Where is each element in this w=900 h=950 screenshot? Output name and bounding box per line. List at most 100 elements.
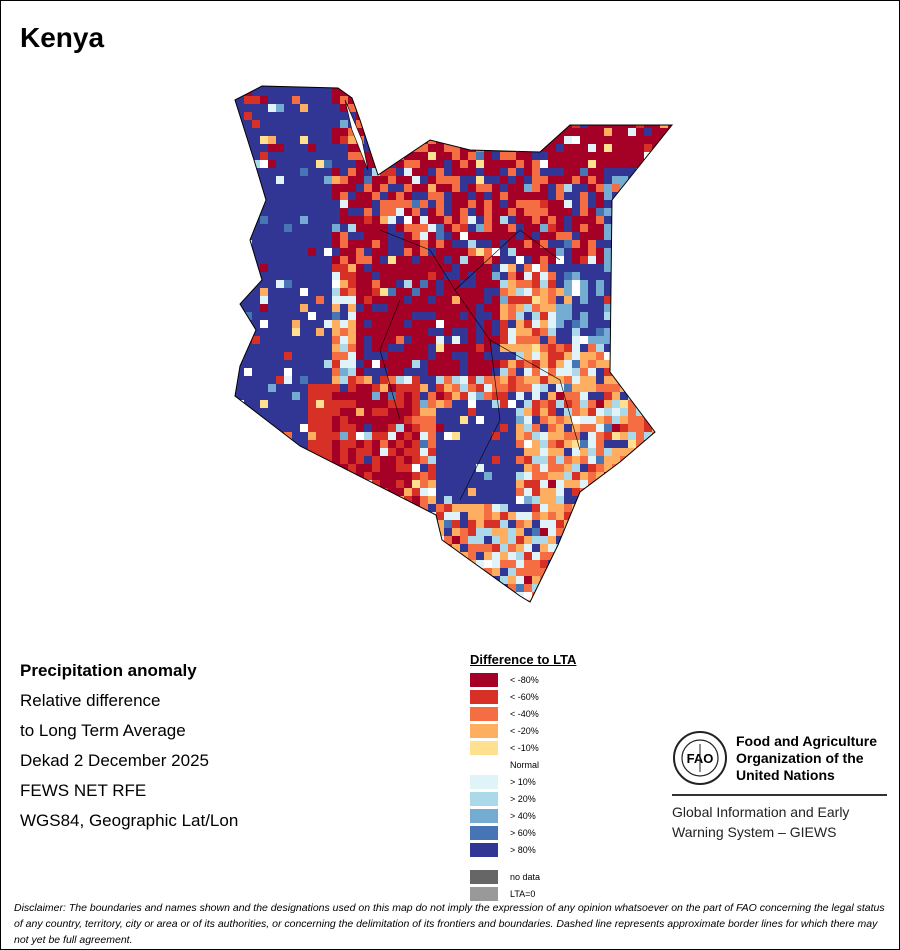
raster-cell (612, 296, 620, 304)
raster-cell (500, 272, 508, 280)
raster-cell (380, 384, 388, 392)
raster-cell (460, 368, 468, 376)
raster-cell (252, 192, 260, 200)
raster-cell (524, 592, 532, 600)
raster-cell (404, 304, 412, 312)
raster-cell (452, 488, 460, 496)
raster-cell (300, 232, 308, 240)
fao-block: FAO Food and Agriculture Organization of… (672, 730, 887, 842)
raster-cell (668, 560, 672, 568)
raster-cell (532, 432, 540, 440)
raster-cell (332, 128, 340, 136)
raster-cell (316, 600, 324, 602)
raster-cell (636, 608, 644, 616)
raster-cell (548, 384, 556, 392)
raster-cell (596, 112, 604, 120)
raster-cell (420, 104, 428, 112)
raster-cell (284, 504, 292, 512)
raster-cell (636, 216, 644, 224)
raster-cell (284, 464, 292, 472)
raster-cell (332, 272, 340, 280)
raster-cell (300, 320, 308, 328)
raster-cell (348, 408, 356, 416)
raster-cell (404, 248, 412, 256)
raster-cell (572, 512, 580, 520)
raster-cell (660, 344, 668, 352)
raster-cell (324, 184, 332, 192)
legend-swatch (470, 723, 498, 738)
raster-cell (372, 504, 380, 512)
raster-cell (676, 560, 684, 568)
raster-cell (508, 184, 516, 192)
raster-cell (260, 368, 268, 376)
raster-cell (235, 104, 236, 112)
raster-cell (660, 576, 668, 584)
raster-cell (620, 368, 628, 376)
raster-cell (596, 272, 604, 280)
raster-cell (660, 248, 668, 256)
raster-cell (244, 104, 252, 112)
raster-cell (604, 376, 612, 384)
raster-cell (468, 128, 476, 136)
raster-cell (404, 224, 412, 232)
raster-cell (532, 392, 540, 400)
raster-cell (508, 152, 516, 160)
raster-cell (644, 352, 652, 360)
raster-cell (235, 472, 236, 480)
raster-cell (604, 328, 612, 336)
raster-cell (644, 536, 652, 544)
raster-cell (356, 86, 364, 88)
raster-cell (412, 568, 420, 576)
raster-cell (484, 320, 492, 328)
raster-cell (300, 432, 308, 440)
raster-cell (596, 360, 604, 368)
raster-cell (380, 120, 388, 128)
raster-cell (428, 232, 436, 240)
raster-cell (612, 288, 620, 296)
raster-cell (324, 584, 332, 592)
raster-cell (308, 256, 316, 264)
raster-cell (588, 112, 596, 120)
raster-cell (636, 416, 644, 424)
raster-cell (604, 456, 612, 464)
raster-cell (476, 384, 484, 392)
raster-cell (548, 504, 556, 512)
raster-cell (268, 144, 276, 152)
raster-cell (276, 520, 284, 528)
raster-cell (620, 328, 628, 336)
raster-cell (508, 408, 516, 416)
raster-cell (492, 320, 500, 328)
raster-cell (340, 352, 348, 360)
raster-cell (620, 344, 628, 352)
raster-cell (540, 352, 548, 360)
raster-cell (444, 232, 452, 240)
raster-cell (300, 480, 308, 488)
raster-cell (660, 144, 668, 152)
raster-cell (316, 120, 324, 128)
raster-cell (276, 528, 284, 536)
raster-cell (332, 144, 340, 152)
raster-cell (268, 568, 276, 576)
raster-cell (652, 536, 660, 544)
raster-cell (260, 472, 268, 480)
raster-cell (620, 104, 628, 112)
raster-cell (356, 608, 364, 616)
raster-cell (276, 240, 284, 248)
raster-cell (260, 264, 268, 272)
raster-cell (420, 600, 428, 602)
raster-cell (300, 240, 308, 248)
raster-cell (420, 184, 428, 192)
raster-cell (668, 488, 672, 496)
raster-cell (348, 392, 356, 400)
raster-cell (356, 528, 364, 536)
raster-cell (235, 600, 236, 602)
raster-cell (404, 560, 412, 568)
raster-cell (548, 344, 556, 352)
raster-cell (468, 248, 476, 256)
raster-cell (508, 264, 516, 272)
country-border (234, 85, 674, 603)
raster-cell (332, 576, 340, 584)
raster-cell (388, 320, 396, 328)
raster-cell (244, 224, 252, 232)
raster-cell (524, 264, 532, 272)
